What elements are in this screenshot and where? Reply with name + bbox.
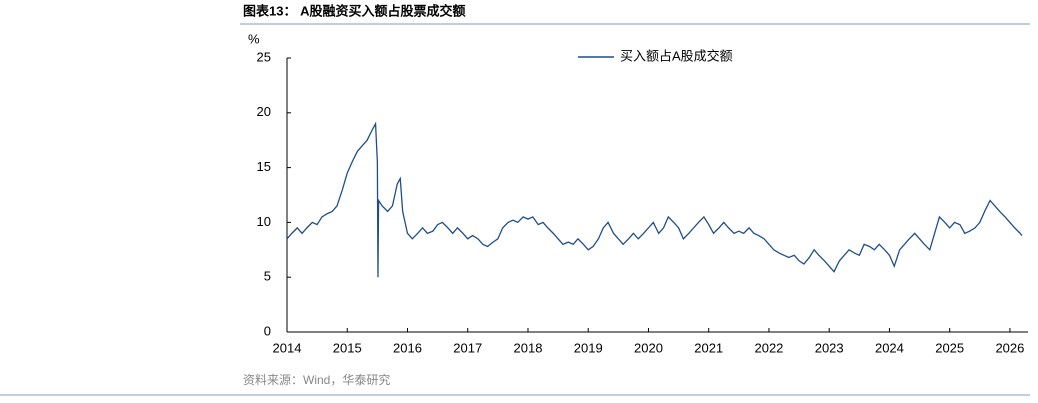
y-tick-label: 0 [264, 323, 271, 338]
source: 资料来源：Wind，华泰研究 [243, 372, 390, 387]
x-tick-label: 2023 [815, 340, 844, 355]
y-tick-label: 15 [257, 159, 271, 174]
legend-label: 买入额占A股成交额 [620, 48, 733, 63]
x-tick-label: 2014 [273, 340, 302, 355]
y-axis-label: % [248, 31, 260, 46]
x-tick-label: 2017 [453, 340, 482, 355]
x-tick-label: 2026 [995, 340, 1024, 355]
y-tick-label: 5 [264, 269, 271, 284]
y-tick-label: 10 [257, 214, 271, 229]
x-tick-label: 2021 [694, 340, 723, 355]
y-tick-label: 25 [257, 49, 271, 64]
chart-title: 图表13： A股融资买入额占股票成交额 [243, 3, 465, 18]
x-tick-label: 2020 [634, 340, 663, 355]
x-tick-label: 2025 [935, 340, 964, 355]
x-tick-label: 2024 [875, 340, 904, 355]
x-tick-label: 2019 [574, 340, 603, 355]
data-line [286, 121, 1023, 278]
y-tick-label: 20 [257, 104, 271, 119]
x-tick-label: 2022 [754, 340, 783, 355]
x-tick-label: 2018 [514, 340, 543, 355]
x-tick-label: 2015 [333, 340, 362, 355]
x-tick-label: 2016 [393, 340, 422, 355]
